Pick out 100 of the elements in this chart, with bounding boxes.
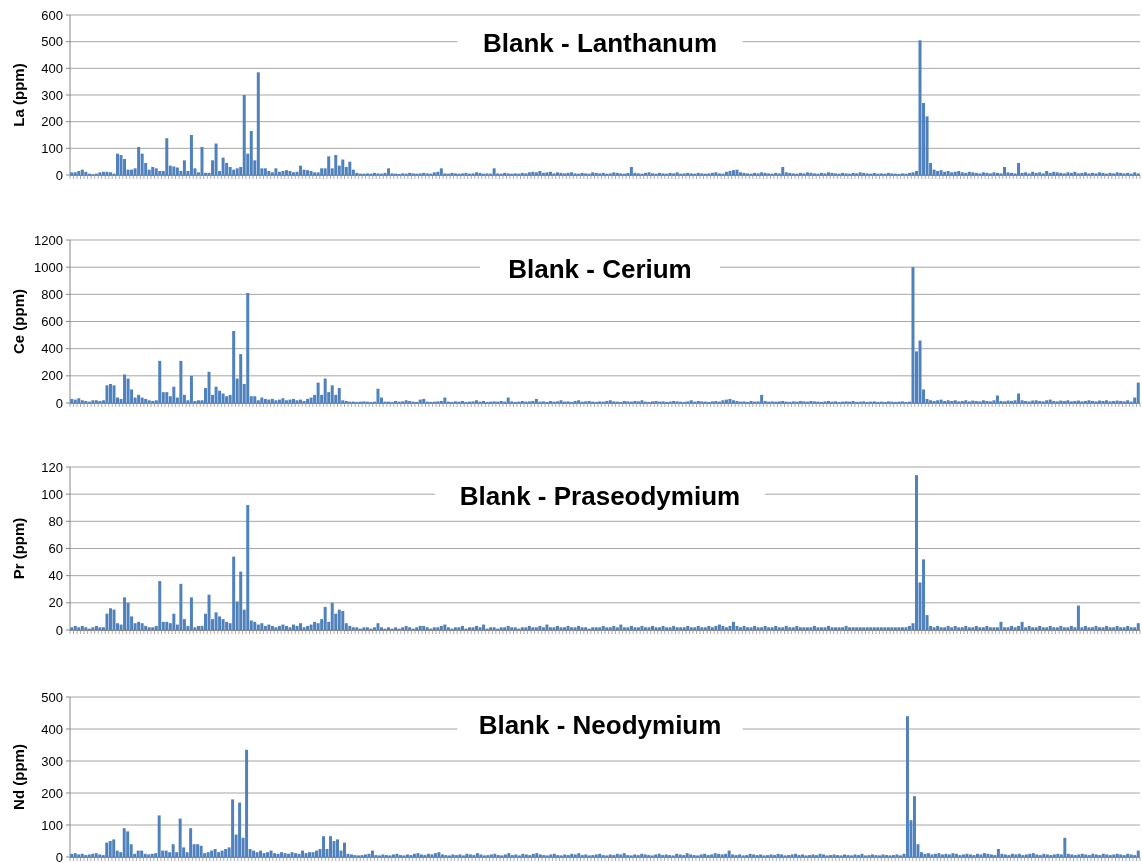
bar (1087, 400, 1091, 403)
bar (1062, 627, 1066, 630)
bar (601, 625, 605, 630)
bar (524, 854, 528, 857)
bar (640, 625, 644, 630)
bar (742, 625, 746, 630)
bar (946, 400, 950, 403)
bar (274, 627, 278, 630)
bar (123, 159, 127, 175)
bar (506, 397, 510, 403)
bar (207, 594, 211, 630)
y-tick-label: 300 (41, 87, 63, 103)
bar (1052, 627, 1056, 630)
bar (853, 854, 857, 857)
bar (788, 627, 792, 630)
bar (922, 559, 926, 630)
bar (1006, 627, 1010, 630)
bar (267, 171, 271, 175)
bar (446, 627, 450, 630)
bar (147, 400, 151, 403)
bar (654, 854, 658, 857)
y-axis-title: La (ppm) (10, 63, 27, 127)
bar (439, 625, 443, 630)
y-tick-label: 300 (41, 753, 63, 769)
bar (1045, 854, 1049, 857)
bar (760, 394, 764, 403)
bar (971, 172, 975, 175)
bar (791, 627, 795, 630)
bar (80, 853, 84, 857)
bar (140, 623, 144, 630)
bar (742, 172, 746, 175)
bar (535, 853, 539, 857)
bar (552, 853, 556, 857)
bar (760, 172, 764, 175)
bar (1101, 172, 1105, 175)
y-tick-label: 600 (41, 314, 63, 329)
bar (154, 168, 158, 175)
bar (580, 627, 584, 630)
bar (714, 625, 718, 630)
bar (290, 852, 294, 857)
bar (1105, 625, 1109, 630)
bar (979, 854, 983, 857)
y-tick-label: 400 (41, 721, 63, 737)
bar (323, 606, 327, 630)
bar (1090, 627, 1094, 630)
bar (950, 172, 954, 175)
bar (313, 621, 317, 630)
bar (1027, 625, 1031, 630)
bar (320, 168, 324, 175)
bar (862, 627, 866, 630)
bar (309, 171, 313, 175)
y-tick-label: 120 (41, 459, 63, 475)
bar (221, 157, 225, 175)
y-axis-title: Nd (ppm) (10, 744, 27, 810)
bar (270, 172, 274, 175)
bar (91, 400, 95, 403)
bar (918, 340, 922, 403)
bar (946, 171, 950, 175)
bar (270, 625, 274, 630)
bar (1091, 853, 1095, 857)
bar (816, 627, 820, 630)
y-axis-title: Ce (ppm) (10, 289, 27, 354)
bar (365, 627, 369, 630)
bar (144, 398, 148, 403)
bar (239, 354, 243, 403)
bar (136, 850, 140, 857)
bar (946, 625, 950, 630)
bar (534, 627, 538, 630)
bar (260, 397, 264, 403)
text: Blank - Praseodymium (459, 480, 741, 511)
bar (809, 627, 813, 630)
bar (91, 853, 95, 857)
bar (651, 625, 655, 630)
bar (281, 398, 285, 403)
bar (819, 627, 823, 630)
bar (295, 400, 299, 403)
bar (316, 623, 320, 630)
bar (932, 400, 936, 403)
bar (80, 169, 84, 175)
bar (1048, 172, 1052, 175)
bar (986, 853, 990, 857)
bar (566, 172, 570, 175)
bar (164, 850, 168, 857)
bar (992, 627, 996, 630)
bar (1108, 627, 1112, 630)
bar (419, 854, 423, 857)
bar (538, 171, 542, 175)
bar (724, 399, 728, 403)
bar (851, 627, 855, 630)
bar (930, 854, 934, 857)
bar (886, 627, 890, 630)
bar (784, 625, 788, 630)
bar (654, 627, 658, 630)
bar (858, 627, 862, 630)
bar (252, 850, 256, 857)
bar (327, 156, 331, 175)
bar (798, 627, 802, 630)
bar (316, 172, 320, 175)
bar (967, 171, 971, 175)
bar (440, 854, 444, 857)
